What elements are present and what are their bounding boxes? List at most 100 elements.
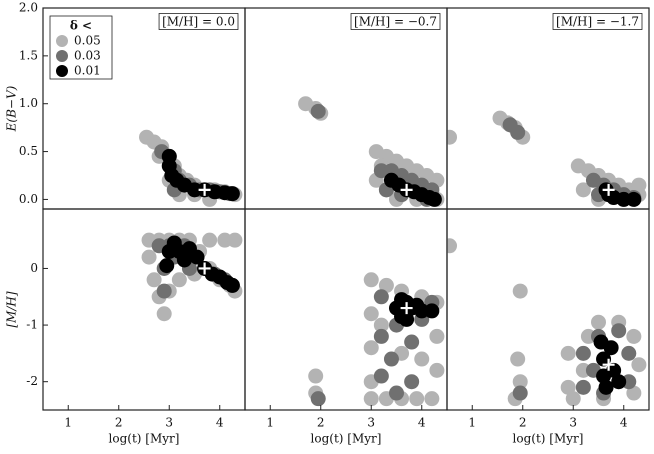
point	[611, 374, 627, 390]
x-tick-label: 3	[569, 416, 577, 430]
point	[171, 272, 187, 288]
point	[426, 191, 442, 207]
point	[373, 368, 389, 384]
x-tick-label: 4	[418, 416, 426, 430]
point	[227, 232, 243, 248]
panel-annotation: [M/H] = −1.7	[556, 15, 639, 29]
plot-area	[139, 129, 243, 207]
point	[626, 191, 642, 207]
point	[512, 374, 528, 390]
y-tick-label: 0.0	[19, 192, 38, 206]
x-axis-label: log(t) [Myr]	[109, 432, 180, 446]
legend-title: δ <	[70, 19, 92, 33]
x-axis-label: log(t) [Myr]	[311, 432, 382, 446]
panel-annotation: [M/H] = −0.7	[354, 15, 437, 29]
point	[363, 340, 379, 356]
point	[575, 379, 591, 395]
x-tick-label: 3	[367, 416, 375, 430]
best-fit-marker	[198, 262, 211, 275]
point	[189, 249, 205, 265]
point	[404, 334, 420, 350]
point	[510, 124, 526, 140]
point	[626, 385, 642, 401]
point	[156, 283, 172, 299]
panel-annotation: [M/H] = 0.0	[162, 15, 235, 29]
x-tick-label: 2	[519, 416, 527, 430]
x-tick-label: 2	[317, 416, 325, 430]
point	[176, 252, 192, 268]
point	[310, 391, 326, 407]
point	[626, 328, 642, 344]
point	[363, 391, 379, 407]
point	[363, 272, 379, 288]
point	[310, 103, 326, 119]
point	[224, 277, 240, 293]
y-tick-label: 0.5	[19, 144, 38, 158]
point	[373, 289, 389, 305]
point	[565, 391, 581, 407]
point	[631, 357, 647, 373]
x-axis-label: log(t) [Myr]	[513, 432, 584, 446]
point	[159, 258, 175, 274]
point	[409, 391, 425, 407]
point	[447, 129, 458, 145]
y-tick-label: -1	[26, 318, 38, 332]
legend-swatch	[56, 35, 68, 47]
point	[591, 314, 606, 330]
y-axis-label: [M/H]	[5, 291, 19, 327]
point	[383, 351, 399, 367]
annotation-box	[158, 13, 239, 30]
point	[575, 182, 591, 198]
legend-swatch	[56, 50, 68, 62]
point	[429, 362, 445, 378]
legend-label: 0.01	[74, 64, 101, 78]
point	[389, 385, 404, 401]
y-tick-label: -2	[26, 374, 38, 388]
plot-area	[447, 238, 647, 407]
point	[141, 249, 157, 265]
point	[224, 186, 240, 202]
point	[560, 379, 576, 395]
point	[447, 238, 458, 254]
point	[512, 283, 528, 299]
point	[598, 379, 614, 395]
legend-label: 0.03	[74, 49, 101, 63]
point	[308, 368, 324, 384]
y-tick-label: 0	[30, 261, 38, 275]
plot-area	[447, 110, 647, 207]
point	[414, 351, 430, 367]
plot-area	[308, 272, 445, 407]
point	[596, 351, 612, 367]
panel-frame	[446, 208, 650, 411]
point	[146, 272, 162, 288]
point	[575, 345, 591, 361]
point	[424, 391, 440, 407]
y-tick-label: 1.5	[19, 48, 38, 62]
x-tick-label: 1	[266, 416, 274, 430]
point	[156, 306, 172, 322]
plot-area	[298, 96, 445, 207]
point	[512, 385, 528, 401]
point	[202, 232, 218, 248]
point	[631, 177, 647, 193]
point	[429, 328, 445, 344]
point	[404, 374, 420, 390]
x-tick-label: 1	[64, 416, 72, 430]
y-axis-label: E(B−V)	[5, 85, 19, 132]
x-tick-label: 4	[620, 416, 628, 430]
y-tick-label: 2.0	[19, 1, 38, 15]
best-fit-marker	[400, 302, 413, 315]
x-tick-label: 3	[165, 416, 173, 430]
point	[424, 303, 440, 319]
legend-swatch	[56, 65, 68, 77]
best-fit-marker	[400, 183, 413, 196]
point	[606, 362, 622, 378]
point	[373, 317, 389, 333]
point	[621, 345, 637, 361]
best-fit-marker	[602, 183, 615, 196]
point	[510, 351, 526, 367]
plot-area	[141, 232, 243, 322]
annotation-box	[350, 13, 441, 30]
x-tick-label: 4	[216, 416, 224, 430]
